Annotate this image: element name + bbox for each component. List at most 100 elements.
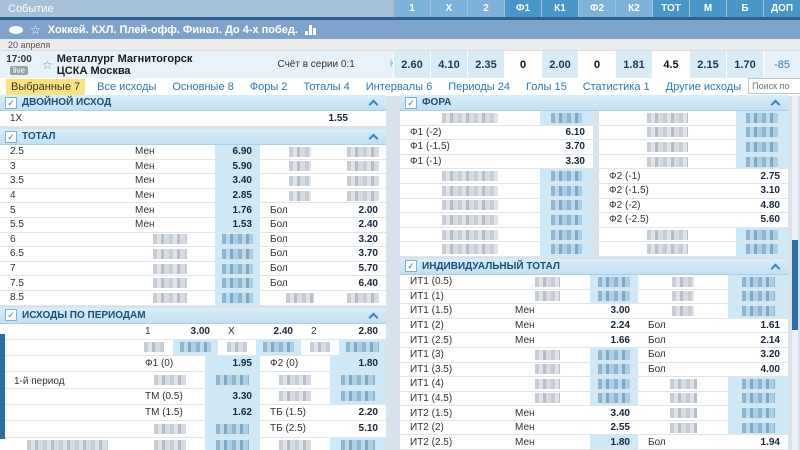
odds-cell[interactable]: 1.53 <box>215 217 260 232</box>
match-param-cell[interactable]: 0 <box>504 51 541 78</box>
chevron-up-icon[interactable] <box>368 133 379 144</box>
chevron-up-icon[interactable] <box>368 312 379 322</box>
odds-cell[interactable]: 6.10 <box>565 126 585 138</box>
odds-cell[interactable]: 2.40 <box>273 325 293 337</box>
pixelated-blur <box>152 292 188 303</box>
column-header-Ф1[interactable]: Ф1 <box>505 0 541 17</box>
odds-cell[interactable]: 2.75 <box>760 170 780 182</box>
period-gutter <box>0 324 135 339</box>
tab-форы-2[interactable]: Форы 2 <box>249 81 288 93</box>
column-header-Б[interactable]: Б <box>727 0 763 17</box>
odds-cell[interactable]: 2.85 <box>215 188 260 203</box>
odds-cell[interactable]: 1.94 <box>760 436 780 448</box>
odds-cell[interactable]: 3.70 <box>565 141 585 153</box>
tab-голы-15[interactable]: Голы 15 <box>525 81 567 93</box>
odds-cell[interactable]: 1.55 <box>328 113 348 124</box>
section-checkbox[interactable] <box>5 130 17 143</box>
odds-cell[interactable]: 3.40 <box>215 174 260 188</box>
odds-cell[interactable]: 1.76 <box>215 203 260 217</box>
match-odds-cell[interactable]: 4.10 <box>430 51 467 78</box>
odds-cell[interactable]: 1.62 <box>205 405 260 421</box>
odds-cell[interactable]: 3.10 <box>760 185 780 197</box>
match-odds-cell[interactable]: 1.70 <box>726 51 763 78</box>
odds-cell[interactable]: 4.00 <box>760 363 780 375</box>
censored-cell <box>599 126 736 140</box>
odds-cell[interactable]: 3.40 <box>610 407 630 419</box>
odds-cell[interactable]: 2.14 <box>760 334 780 346</box>
odds-cell[interactable]: 3.70 <box>358 248 378 260</box>
section-checkbox[interactable] <box>405 260 417 273</box>
pixelated-blur <box>279 440 311 450</box>
section-checkbox[interactable] <box>5 309 17 322</box>
league-row[interactable]: ☆ Хоккей. КХЛ. Плей-офф. Финал. До 4-х п… <box>0 20 800 39</box>
section-checkbox[interactable] <box>5 96 17 109</box>
odds-cell[interactable]: 3.20 <box>760 349 780 361</box>
column-header-К2[interactable]: К2 <box>616 0 652 17</box>
section-checkbox[interactable] <box>405 96 417 109</box>
odds-cell[interactable]: 5.90 <box>215 159 260 174</box>
censored-cell <box>599 155 736 169</box>
tab-периоды-24[interactable]: Периоды 24 <box>448 81 510 93</box>
column-header-ДОП[interactable]: ДОП <box>764 0 800 17</box>
odds-cell[interactable]: 2.80 <box>358 325 378 337</box>
odds-cell[interactable]: 3.30 <box>565 156 585 168</box>
search-input[interactable] <box>748 78 800 94</box>
league-stats-icon[interactable] <box>304 24 316 35</box>
more-bets-cell[interactable]: -85 <box>763 51 800 78</box>
league-favorite-star-icon[interactable]: ☆ <box>30 22 41 37</box>
odds-cell[interactable]: 5.10 <box>358 423 378 435</box>
tab-интервалы-6[interactable]: Интервалы 6 <box>365 81 433 93</box>
pixelated-blur <box>646 156 689 167</box>
column-header-2[interactable]: 2 <box>468 0 504 17</box>
odds-cell[interactable]: 1.80 <box>330 356 386 372</box>
odds-cell[interactable]: 1.80 <box>590 435 638 450</box>
match-odds-cell[interactable]: 1.81 <box>615 51 652 78</box>
tab-тоталы-4[interactable]: Тоталы 4 <box>303 81 350 93</box>
match-favorite-star-icon[interactable]: ☆ <box>42 57 53 72</box>
odds-cell[interactable]: 4.80 <box>760 199 780 211</box>
odds-cell[interactable]: 6.90 <box>215 145 260 159</box>
chevron-up-icon[interactable] <box>770 263 781 274</box>
column-header-М[interactable]: М <box>690 0 726 17</box>
tab-основные-8[interactable]: Основные 8 <box>172 81 234 93</box>
match-param-cell[interactable]: 0 <box>578 51 615 78</box>
column-header-К1[interactable]: К1 <box>542 0 578 17</box>
odds-cell[interactable]: 6.40 <box>358 277 378 289</box>
column-header-ТОТ[interactable]: ТОТ <box>653 0 689 17</box>
outcome-label: Ф1 (0) <box>145 358 174 370</box>
match-odds-cell[interactable]: 2.15 <box>689 51 726 78</box>
odds-cell[interactable]: 3.00 <box>610 305 630 317</box>
column-header-Ф2[interactable]: Ф2 <box>579 0 615 17</box>
odds-cell[interactable]: 5.60 <box>760 214 780 226</box>
odds-cell[interactable]: 2.00 <box>358 204 378 216</box>
other-outcomes-link[interactable]: Другие исходы <box>665 81 742 93</box>
odds-cell[interactable]: 1.95 <box>205 356 260 372</box>
odds-cell[interactable]: 2.24 <box>610 320 630 332</box>
scrollbar[interactable] <box>792 95 798 450</box>
odds-cell[interactable]: 2.40 <box>358 219 378 231</box>
odds-cell[interactable]: 2.20 <box>358 407 378 419</box>
tab-статистика-1[interactable]: Статистика 1 <box>582 81 650 93</box>
match-odds-cell[interactable]: 2.35 <box>467 51 504 78</box>
match-odds-cell[interactable]: 2.00 <box>541 51 578 78</box>
odds-cell[interactable]: 1.61 <box>760 320 780 332</box>
chevron-up-icon[interactable] <box>770 99 781 110</box>
chevron-up-icon[interactable] <box>368 99 379 110</box>
tab-все-исходы[interactable]: Все исходы <box>97 81 157 93</box>
odds-cell[interactable]: 3.00 <box>190 325 210 337</box>
match-teams[interactable]: Металлург Магнитогорск ЦСКА Москва <box>57 53 247 77</box>
match-odds-cell[interactable]: 2.60 <box>393 51 430 78</box>
odds-cell[interactable]: 3.20 <box>358 233 378 245</box>
odds-cell[interactable]: 1.66 <box>610 334 630 346</box>
scrollbar-thumb[interactable] <box>792 240 798 330</box>
column-header-X[interactable]: X <box>431 0 467 17</box>
odds-cell[interactable]: 3.30 <box>205 388 260 405</box>
event-column-header: Событие <box>8 2 54 15</box>
odds-cell[interactable]: 2.55 <box>610 422 630 434</box>
column-header-1[interactable]: 1 <box>394 0 430 17</box>
tab-выбранные-7[interactable]: Выбранные 7 <box>6 79 86 95</box>
market-row: 5.5 Мен 1.53 Бол 2.40 <box>0 217 386 233</box>
match-param-cell[interactable]: 4.5 <box>652 51 689 78</box>
censored-cell <box>125 276 215 290</box>
odds-cell[interactable]: 5.70 <box>358 263 378 275</box>
